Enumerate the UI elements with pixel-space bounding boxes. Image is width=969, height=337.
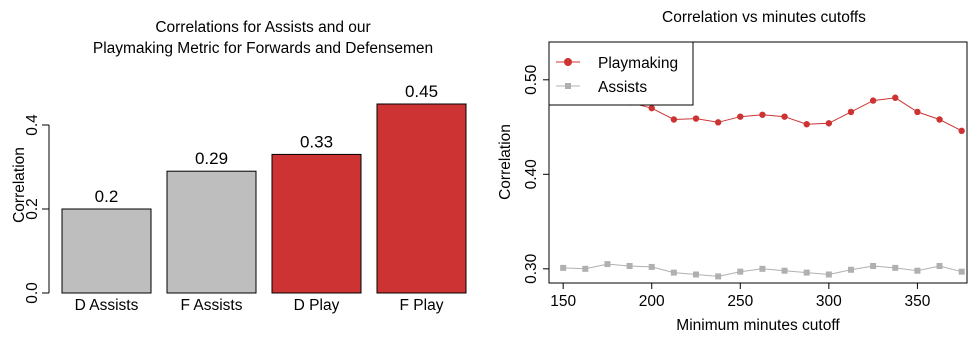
data-point-playmaking [914, 108, 921, 116]
legend-assists-label: Assists [598, 79, 647, 96]
bar-chart-category-labels: D Assists F Assists D Play F Play [75, 297, 444, 314]
line-chart-legend: Playmaking Assists [548, 41, 694, 106]
bar-chart-y-axis-label: Correlation [11, 147, 28, 223]
data-point-assists [737, 268, 744, 275]
bar [376, 103, 467, 294]
data-point-playmaking [737, 113, 744, 120]
data-point-playmaking [781, 113, 788, 120]
data-point-playmaking [936, 116, 943, 123]
data-point-playmaking [958, 127, 965, 135]
line-chart-y-axis: 0.30 0.40 0.50 [523, 64, 549, 284]
bar-value-label: 0.33 [300, 132, 333, 151]
data-point-playmaking [692, 115, 700, 122]
line-chart: Correlation vs minutes cutoffs Correlati… [497, 9, 968, 334]
data-point-playmaking [847, 108, 855, 116]
data-point-assists [759, 265, 766, 272]
data-point-playmaking [648, 104, 655, 112]
bar-chart-y-tick-label: 0.4 [24, 114, 41, 136]
line-chart-y-tick-label: 0.40 [523, 159, 540, 190]
line-chart-series [559, 94, 965, 280]
data-point-playmaking [825, 120, 833, 127]
line-chart-x-tick-label: 250 [727, 293, 753, 310]
data-point-assists [670, 269, 677, 276]
data-point-assists [936, 262, 943, 269]
bar-category-label: F Play [400, 297, 444, 314]
data-point-assists [648, 263, 655, 270]
data-point-assists [715, 273, 722, 280]
bar-category-label: D Play [294, 297, 340, 314]
legend-playmaking-marker [564, 58, 572, 66]
bar-chart-y-tick-label: 0.0 [24, 282, 41, 304]
bar-category-label: D Assists [75, 297, 139, 314]
data-point-playmaking [869, 97, 877, 104]
bar-category-label: F Assists [180, 297, 242, 314]
bar-chart-title-line-2: Playmaking Metric for Forwards and Defen… [93, 40, 433, 57]
bar-chart-y-tick-label: 0.2 [24, 198, 41, 220]
data-point-assists [626, 262, 633, 269]
legend-box [548, 41, 694, 106]
bar-chart-title-line-1: Correlations for Assists and our [155, 19, 370, 36]
bar [271, 153, 362, 294]
bar [61, 208, 152, 294]
bar-value-label: 0.45 [405, 82, 438, 101]
legend-playmaking-label: Playmaking [598, 55, 678, 72]
data-point-playmaking [759, 111, 766, 118]
bar-value-label: 0.2 [95, 187, 119, 206]
data-point-assists [582, 265, 589, 272]
data-point-playmaking [670, 116, 678, 123]
data-point-playmaking [892, 94, 899, 101]
data-point-assists [825, 271, 832, 278]
line-chart-title: Correlation vs minutes cutoffs [662, 9, 866, 26]
data-point-playmaking [714, 119, 722, 126]
bar [166, 170, 257, 294]
line-chart-x-tick-label: 200 [639, 293, 665, 310]
data-point-assists [604, 261, 611, 268]
line-chart-plot-frame [548, 41, 968, 284]
legend-assists-marker [565, 83, 571, 89]
line-chart-x-axis: 150 200 250 300 350 [550, 283, 931, 310]
bar-chart: Correlations for Assists and our Playmak… [11, 19, 467, 314]
data-point-assists [781, 267, 788, 274]
data-point-assists [693, 271, 700, 278]
bar-value-label: 0.29 [195, 149, 228, 168]
data-point-assists [958, 268, 965, 275]
data-point-assists [892, 264, 899, 271]
line-chart-y-axis-label: Correlation [497, 124, 514, 200]
line-chart-x-tick-label: 300 [816, 293, 842, 310]
data-point-assists [870, 262, 877, 269]
line-chart-x-tick-label: 350 [904, 293, 930, 310]
line-chart-y-tick-label: 0.50 [523, 64, 540, 95]
data-point-assists [803, 269, 810, 276]
data-point-playmaking [803, 121, 810, 128]
line-chart-x-tick-label: 150 [550, 293, 576, 310]
data-point-assists [560, 264, 567, 271]
line-chart-x-axis-label: Minimum minutes cutoff [676, 317, 840, 334]
line-chart-y-tick-label: 0.30 [523, 253, 540, 284]
bar-chart-bars: 0.2 0.29 0.33 0.45 [61, 82, 467, 294]
bar-chart-y-axis: 0.0 0.2 0.4 [24, 114, 50, 304]
data-point-assists [914, 267, 921, 274]
data-point-assists [847, 266, 854, 273]
